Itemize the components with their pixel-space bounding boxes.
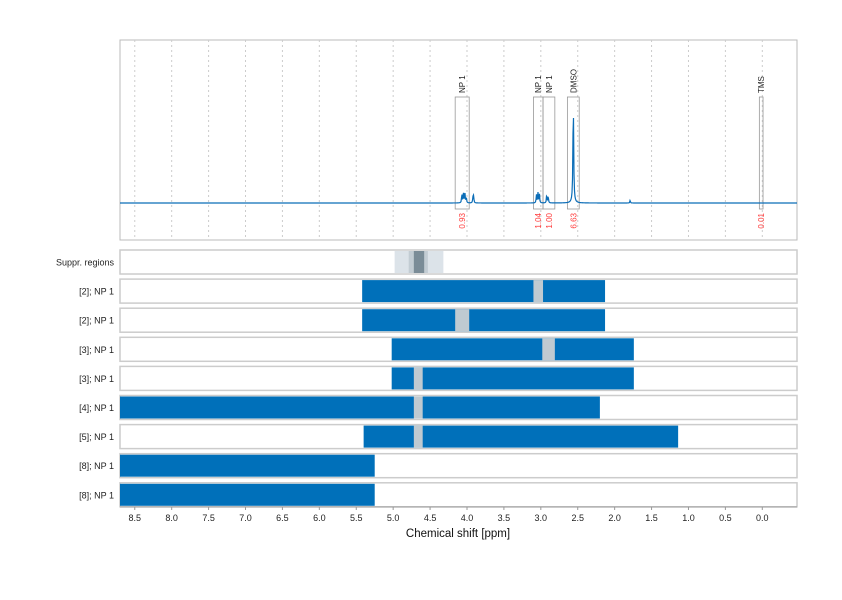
row-label: [3]; NP 1	[79, 374, 114, 384]
integral-value: 1.04	[534, 212, 543, 228]
annotation-label: DMSO	[569, 69, 578, 93]
range-gap	[533, 280, 544, 303]
x-tick-label: 0.0	[756, 513, 769, 523]
row-label: [5]; NP 1	[79, 432, 114, 442]
x-tick-label: 0.5	[719, 513, 732, 523]
range-bar	[120, 454, 375, 477]
x-tick-label: 4.0	[461, 513, 474, 523]
annotation-box	[542, 96, 556, 210]
range-gap	[455, 309, 470, 332]
x-tick-label: 8.5	[129, 513, 142, 523]
x-tick-label: 6.5	[276, 513, 289, 523]
range-gap	[413, 425, 423, 448]
row-panel	[119, 249, 798, 275]
suppression-band	[413, 251, 425, 273]
row-label: [2]; NP 1	[79, 287, 114, 297]
x-tick-label: 2.0	[608, 513, 621, 523]
x-tick-label: 6.0	[313, 513, 326, 523]
x-tick-label: 7.5	[202, 513, 215, 523]
range-bar	[362, 280, 606, 303]
range-bar	[120, 396, 600, 419]
range-bar	[362, 309, 606, 332]
x-tick-label: 3.0	[535, 513, 548, 523]
x-tick-label: 8.0	[165, 513, 178, 523]
integral-value: 0.93	[458, 212, 467, 228]
x-tick-label: 3.5	[498, 513, 511, 523]
integral-value: 1.00	[545, 212, 554, 228]
annotation-box	[454, 96, 470, 210]
row-label: [2]; NP 1	[79, 316, 114, 326]
annotation-box	[566, 96, 580, 210]
x-tick-label: 2.5	[571, 513, 584, 523]
annotation-label: NP 1	[458, 75, 467, 93]
x-tick-label: 7.0	[239, 513, 252, 523]
range-gap	[413, 396, 423, 419]
row-label: [8]; NP 1	[79, 461, 114, 471]
integral-value: 0.01	[757, 212, 766, 228]
x-tick-label: 5.0	[387, 513, 400, 523]
x-tick-label: 1.0	[682, 513, 695, 523]
x-tick-label: 4.5	[424, 513, 437, 523]
annotation-label: NP 1	[534, 75, 543, 93]
row-label: [3]; NP 1	[79, 345, 114, 355]
row-label: [8]; NP 1	[79, 490, 114, 500]
range-bar	[391, 338, 634, 361]
annotation-box	[758, 96, 764, 210]
x-tick-label: 5.5	[350, 513, 363, 523]
range-gap	[413, 367, 423, 390]
annotation-label: TMS	[757, 76, 766, 93]
x-axis-label: Chemical shift [ppm]	[406, 528, 510, 540]
range-bar	[391, 367, 634, 390]
row-label: Suppr. regions	[56, 258, 115, 268]
range-bar	[363, 425, 679, 448]
spectrum-line	[120, 117, 798, 204]
row-label: [4]; NP 1	[79, 403, 114, 413]
range-bar	[120, 483, 375, 506]
integral-value: 6.63	[569, 212, 578, 228]
range-gap	[542, 338, 555, 361]
x-tick-label: 1.5	[645, 513, 658, 523]
annotation-label: NP 1	[545, 75, 554, 93]
spectrum-panel	[119, 39, 798, 241]
